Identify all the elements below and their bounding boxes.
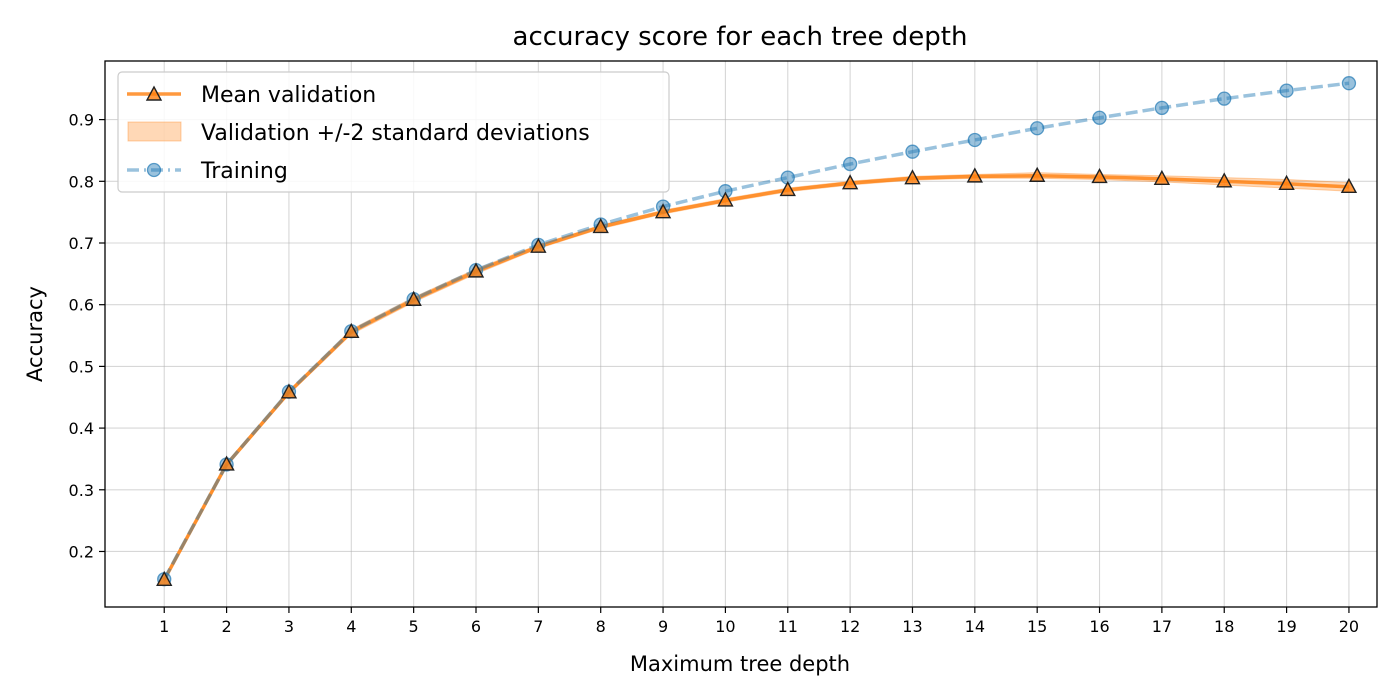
y-tick-label: 0.4 — [69, 419, 94, 438]
mean-validation-point — [966, 167, 983, 183]
mean-validation-point — [1216, 172, 1233, 188]
y-tick-label: 0.9 — [69, 111, 94, 130]
training-point — [1279, 83, 1294, 98]
mean-validation-point — [904, 169, 921, 185]
x-tick-label: 2 — [221, 617, 231, 636]
y-tick-label: 0.3 — [69, 481, 94, 500]
series-markers-layer — [156, 76, 1358, 587]
legend-entry-validation-band: Validation +/-2 standard deviations — [127, 121, 590, 146]
legend-entry-mean-validation: Mean validation — [127, 83, 376, 108]
legend: Mean validation Validation +/-2 standard… — [117, 71, 670, 193]
x-tick-label: 9 — [658, 617, 668, 636]
mean-validation-point — [1091, 168, 1108, 184]
mean-validation-point — [779, 180, 796, 197]
y-tick-label: 0.7 — [69, 234, 94, 253]
x-tick-label: 11 — [778, 617, 798, 636]
legend-label-mean-validation: Mean validation — [201, 83, 376, 108]
training-point — [1030, 121, 1045, 136]
mean-validation-point — [1153, 169, 1171, 186]
mean-validation-point — [530, 237, 547, 253]
x-tick-label: 3 — [284, 617, 294, 636]
mean-validation-point — [717, 191, 734, 207]
y-tick-label: 0.5 — [69, 357, 94, 376]
mean-validation-point — [654, 203, 672, 219]
mean-validation-point — [156, 570, 173, 587]
x-tick-label: 13 — [902, 617, 922, 636]
mean-validation-point — [467, 262, 485, 278]
x-tick-label: 14 — [965, 617, 985, 636]
x-tick-label: 5 — [409, 617, 419, 636]
x-tick-label: 18 — [1214, 617, 1234, 636]
mean-validation-point — [1340, 177, 1358, 194]
x-tick-label: 15 — [1027, 617, 1047, 636]
y-tick-label: 0.8 — [69, 172, 94, 191]
mean-validation-line — [162, 174, 1350, 581]
mean-validation-point — [1029, 166, 1046, 182]
x-tick-label: 7 — [533, 617, 543, 636]
x-tick-label: 1 — [159, 617, 169, 636]
x-tick-label: 20 — [1339, 617, 1359, 636]
legend-marker-triangle — [145, 85, 163, 101]
x-tick-label: 8 — [596, 617, 606, 636]
mean-validation-point — [405, 290, 422, 306]
chart-title: accuracy score for each tree depth — [513, 22, 968, 52]
x-tick-label: 19 — [1276, 617, 1296, 636]
x-tick-label: 4 — [346, 617, 356, 636]
training-point — [1092, 110, 1107, 125]
mean-validation-point — [280, 383, 298, 399]
training-point — [967, 132, 982, 148]
training-point — [905, 144, 920, 159]
training-point — [842, 156, 858, 172]
x-tick-label: 12 — [840, 617, 860, 636]
mean-validation-point — [841, 174, 859, 190]
plot-frame — [104, 60, 1378, 608]
legend-marker-circle — [146, 162, 162, 178]
y-tick-label: 0.6 — [69, 296, 94, 315]
x-axis-label: Maximum tree depth — [630, 652, 850, 676]
x-tick-label: 16 — [1089, 617, 1109, 636]
x-tick-label: 17 — [1152, 617, 1172, 636]
series-lines-layer — [162, 81, 1350, 581]
training-line — [162, 81, 1350, 581]
x-tick-label: 10 — [715, 617, 735, 636]
mean-validation-point — [218, 455, 235, 471]
legend-label-training: Training — [200, 159, 288, 184]
mean-validation-point — [343, 322, 360, 339]
x-axis-ticks: 1 2 3 4 5 6 7 8 9 10 11 12 13 14 15 16 17 18 19 20 — [159, 607, 1359, 636]
mean-validation-point — [592, 217, 609, 234]
training-point — [1217, 91, 1232, 106]
legend-label-validation-band: Validation +/-2 standard deviations — [201, 121, 590, 146]
training-point — [1341, 76, 1357, 91]
training-point — [1154, 100, 1170, 116]
mean-validation-point — [1278, 174, 1295, 190]
y-axis-label: Accuracy — [23, 286, 47, 382]
legend-entry-training: Training — [127, 159, 288, 184]
y-tick-label: 0.2 — [69, 542, 94, 561]
legend-swatch-validation-band — [127, 121, 182, 142]
legend-box — [117, 71, 670, 193]
y-axis-ticks: 0.2 0.3 0.4 0.5 0.6 0.7 0.8 0.9 — [69, 111, 105, 561]
x-tick-label: 6 — [471, 617, 481, 636]
